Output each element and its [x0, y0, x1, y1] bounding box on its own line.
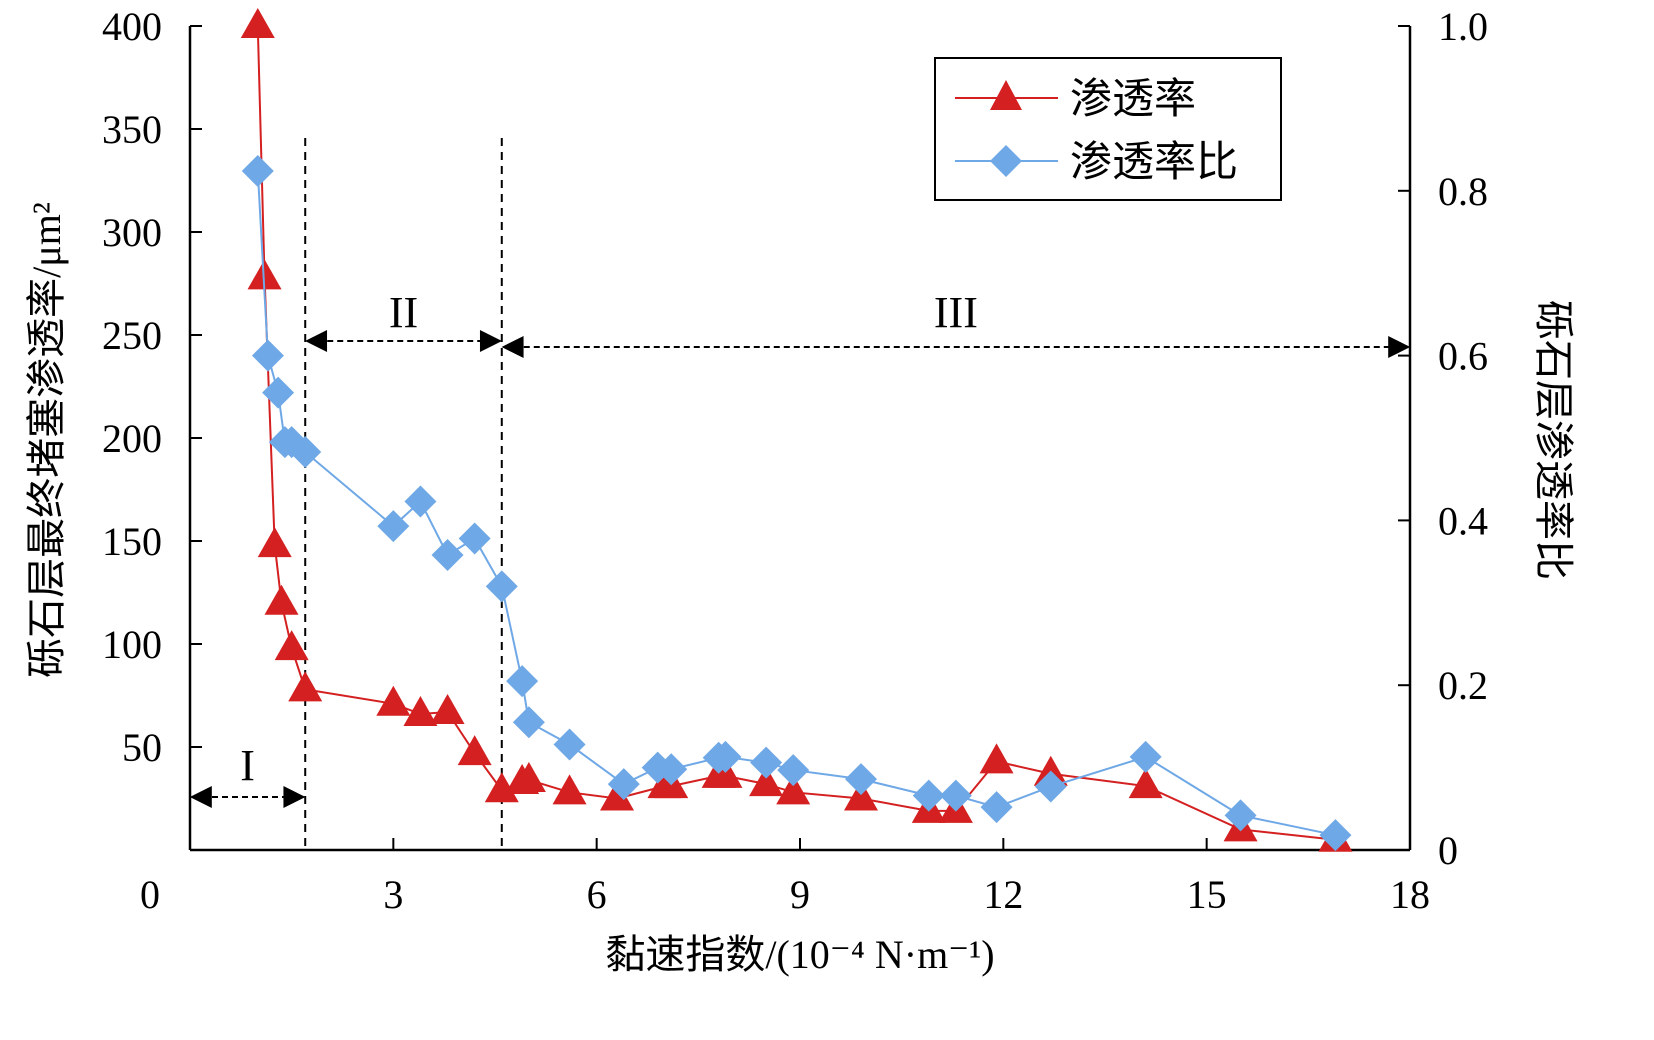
ratio-point — [404, 485, 437, 518]
permeability-point — [430, 693, 465, 724]
ratio-point — [845, 763, 877, 796]
y-right-tick-label: 1.0 — [1438, 4, 1488, 49]
permeability-point — [274, 630, 309, 661]
ratio-point — [980, 791, 1013, 824]
region-label: II — [389, 288, 418, 337]
ratio-point — [377, 510, 410, 543]
permeability-point — [552, 774, 587, 805]
ratio-point — [289, 436, 322, 469]
ratio-point — [241, 155, 274, 188]
ratio-point — [1129, 740, 1162, 773]
ratio-point — [506, 665, 539, 698]
y-left-ticks: 50 100 150 200 250 300 350 400 — [102, 4, 202, 770]
x-tick-label: 12 — [983, 872, 1023, 917]
ratio-point — [750, 746, 783, 779]
ratio-point — [777, 754, 810, 787]
permeability-point — [484, 772, 519, 803]
y-left-tick-label: 200 — [102, 416, 162, 461]
region-markers: III III — [189, 138, 1411, 850]
x-tick-label: 9 — [790, 872, 810, 917]
y-axis-left-title: 砾石层最终堵塞渗透率/μm² — [24, 202, 69, 678]
x-tick-label: 0 — [140, 872, 160, 917]
y-left-tick-label: 400 — [102, 4, 162, 49]
permeability-point — [264, 584, 299, 615]
y-left-tick-label: 300 — [102, 210, 162, 255]
ratio-point — [1224, 799, 1257, 832]
y-right-ticks: 0 0.2 0.4 0.6 0.8 1.0 — [1398, 4, 1488, 873]
x-tick-label: 3 — [383, 872, 403, 917]
permeability-point — [288, 671, 323, 702]
y-right-tick-label: 0.2 — [1438, 663, 1488, 708]
ratio-point — [485, 570, 518, 603]
x-tick-label: 18 — [1390, 872, 1430, 917]
permeability-point — [776, 774, 811, 805]
y-left-tick-label: 150 — [102, 519, 162, 564]
y-axis-right-title: 砾石层渗透率比 — [1531, 300, 1576, 580]
y-right-tick-label: 0 — [1438, 828, 1458, 873]
ratio-point — [251, 339, 284, 372]
ratio-point — [262, 376, 295, 409]
ratio-point — [553, 728, 586, 761]
permeability-point — [247, 259, 282, 290]
series-layer — [240, 8, 1353, 852]
ratio-point — [431, 539, 464, 572]
ratio-point — [1319, 819, 1352, 852]
ratio-point — [939, 779, 972, 812]
permeability-point — [844, 780, 878, 811]
region-label: III — [934, 288, 978, 337]
ratio-point — [512, 706, 545, 739]
ratio-point — [607, 768, 640, 801]
legend-box — [934, 57, 1282, 201]
x-ticks: 0 3 6 9 12 15 18 — [140, 838, 1430, 917]
ratio-point — [709, 740, 742, 773]
ratio-point — [1034, 770, 1067, 803]
permeability-point — [1128, 768, 1163, 799]
permeability-point — [749, 766, 784, 797]
permeability-point — [376, 685, 411, 716]
ratio-point — [912, 779, 945, 812]
y-left-tick-label: 100 — [102, 622, 162, 667]
y-right-tick-label: 0.6 — [1438, 334, 1488, 379]
region-label: I — [240, 741, 255, 790]
x-tick-label: 15 — [1187, 872, 1227, 917]
legend-label-ratio: 渗透率比 — [1070, 139, 1238, 186]
permeability-point — [240, 8, 275, 38]
legend-marker-triangle — [990, 80, 1022, 110]
y-left-tick-label: 50 — [122, 725, 162, 770]
ratio-point — [458, 522, 491, 555]
permeability-point — [257, 527, 292, 558]
y-left-tick-label: 350 — [102, 107, 162, 152]
permeability-point — [403, 696, 438, 727]
legend-marker-diamond — [990, 145, 1022, 177]
ratio-point — [655, 753, 688, 786]
permeability-point — [979, 743, 1014, 774]
y-right-tick-label: 0.4 — [1438, 498, 1488, 543]
y-right-tick-label: 0.8 — [1438, 169, 1488, 214]
permeability-point — [457, 735, 492, 766]
x-tick-label: 6 — [587, 872, 607, 917]
x-axis-title: 黏速指数/(10⁻⁴ N·m⁻¹) — [605, 932, 994, 977]
legend-label-permeability: 渗透率 — [1070, 76, 1196, 123]
legend: 渗透率 渗透率比 — [934, 57, 1282, 201]
permeability-point — [511, 761, 546, 792]
y-left-tick-label: 250 — [102, 313, 162, 358]
permeability-point — [600, 780, 634, 811]
